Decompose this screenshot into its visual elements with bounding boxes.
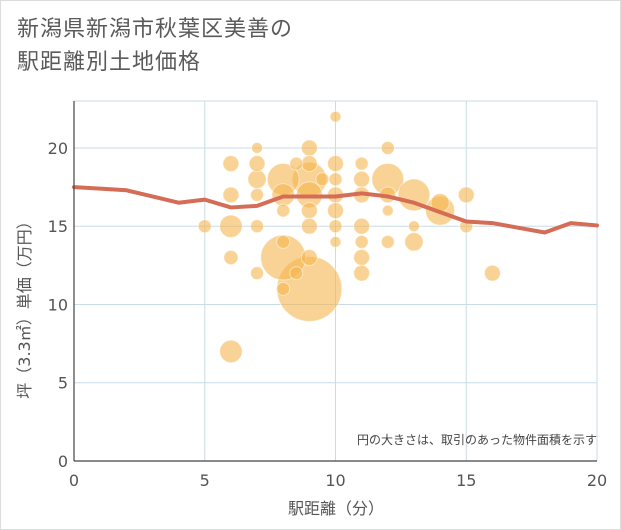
bubble-point — [250, 187, 265, 202]
bubble-point — [219, 339, 243, 364]
bubble-point — [354, 156, 369, 171]
bubble-point — [354, 234, 369, 249]
bubble-point — [250, 219, 265, 234]
bubble-point — [328, 172, 343, 187]
x-tick-label: 10 — [325, 471, 345, 490]
bubble-point — [380, 234, 395, 249]
bubble-point — [381, 204, 394, 217]
bubble-layer — [197, 110, 501, 364]
x-tick-label: 15 — [456, 471, 476, 490]
bubble-point — [353, 249, 371, 266]
bubble-point — [315, 172, 330, 187]
y-tick-label: 10 — [48, 295, 68, 314]
title-line-1: 新潟県新潟市秋葉区美善の — [17, 17, 294, 42]
x-axis-label: 駅距離（分） — [288, 499, 384, 518]
bubble-point — [247, 169, 267, 189]
bubble-point — [197, 219, 212, 234]
bubble-point — [329, 235, 342, 248]
bubble-point — [380, 140, 395, 155]
bubble-point — [353, 217, 371, 235]
size-annotation: 円の大きさは、取引のあった物件面積を示す — [357, 432, 597, 447]
bubble-point — [404, 232, 424, 252]
bubble-point — [300, 139, 318, 157]
title-line-2: 駅距離別土地価格 — [17, 50, 202, 75]
bubble-point — [219, 214, 243, 238]
bubble-point — [222, 186, 240, 204]
bubble-point — [300, 155, 318, 173]
line-layer — [72, 185, 599, 235]
bubble-point — [408, 220, 420, 233]
bubble-point — [353, 170, 371, 188]
bubble-point — [457, 186, 475, 204]
y-tick-label: 0 — [58, 452, 68, 471]
x-tick-label: 5 — [200, 471, 210, 490]
chart-title: 新潟県新潟市秋葉区美善の 駅距離別土地価格 — [17, 13, 293, 79]
bubble-point — [276, 203, 291, 218]
bubble-point — [276, 281, 291, 296]
bubble-point — [328, 219, 343, 234]
bubble-point — [327, 202, 344, 220]
axes: 0 5 10 15 20 0 5 10 15 20 — [48, 101, 607, 490]
bubble-point — [483, 264, 501, 282]
x-tick-label: 0 — [69, 471, 79, 490]
y-axis-label: 坪（3.3㎡）単価（万円） — [15, 213, 34, 398]
bubble-point — [276, 234, 291, 249]
bubble-point — [300, 202, 318, 220]
bubble-point — [329, 110, 342, 123]
x-tick-label: 20 — [587, 471, 607, 490]
bubble-point — [327, 155, 344, 173]
bubble-point — [250, 266, 265, 281]
bubble-point — [223, 249, 239, 266]
bubble-point — [300, 249, 318, 266]
bubble-point — [251, 142, 263, 154]
y-tick-label: 15 — [48, 217, 68, 236]
bubble-point — [289, 156, 304, 171]
bubble-point — [300, 217, 318, 235]
bubble-point — [248, 155, 266, 173]
y-tick-label: 5 — [58, 374, 68, 393]
bubble-point — [353, 264, 371, 282]
y-tick-label: 20 — [48, 139, 68, 158]
average-price-line — [72, 185, 599, 235]
bubble-point — [289, 266, 304, 281]
bubble-point — [222, 155, 240, 173]
